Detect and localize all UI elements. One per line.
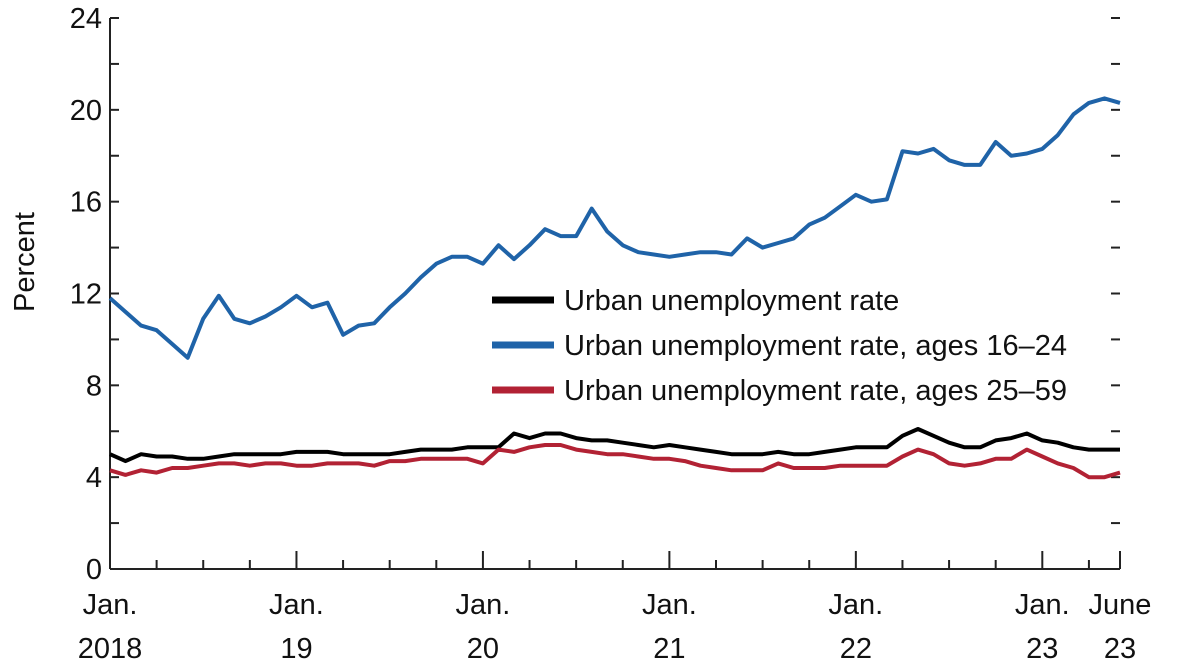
legend-label: Urban unemployment rate, ages 16–24	[564, 330, 1067, 362]
y-axis-title: Percent	[9, 212, 41, 312]
x-tick-label-line2: 20	[467, 633, 499, 665]
x-ticks: Jan. 2018 Jan. 19 Jan. 20 Jan. 21 Jan. 22 Jan. 23 Ju…	[78, 551, 1152, 665]
x-tick-label-line2: 23	[1026, 633, 1058, 665]
series-line-ages-16-24	[108, 96, 1121, 360]
legend-item-ages-16-24: Urban unemployment rate, ages 16–24	[492, 330, 1067, 362]
x-tick-label-line1: Jan.	[83, 589, 138, 621]
x-tick-label-line2: 23	[1104, 633, 1136, 665]
y-tick-label: 20	[70, 95, 102, 127]
x-tick-label-line1: Jan.	[269, 589, 324, 621]
series-line-ages-25-59	[109, 443, 1121, 480]
x-tick-label-line1: Jan.	[1015, 589, 1070, 621]
x-tick-label-line2: 21	[653, 633, 685, 665]
x-tick-label-line1: Jan.	[828, 589, 883, 621]
y-ticks: 0 4 8 12 16 20 24	[70, 3, 1120, 586]
series-lines	[108, 96, 1121, 480]
y-tick-label: 8	[86, 370, 102, 402]
series-line-urban	[109, 427, 1120, 464]
x-tick-label-line2: 22	[840, 633, 872, 665]
x-tick-label-line1: Jan.	[642, 589, 697, 621]
legend-label: Urban unemployment rate	[564, 285, 899, 317]
legend: Urban unemployment rate Urban unemploymen…	[492, 285, 1067, 407]
y-tick-label: 16	[70, 187, 102, 219]
x-tick-label-line1: June	[1089, 589, 1152, 621]
y-tick-label: 12	[70, 279, 102, 311]
legend-item-urban: Urban unemployment rate	[492, 285, 899, 317]
x-tick-label-line2: 19	[280, 633, 312, 665]
x-tick-label-line2: 2018	[78, 633, 143, 665]
x-tick-label-line1: Jan.	[456, 589, 511, 621]
y-tick-label: 0	[86, 554, 102, 586]
legend-label: Urban unemployment rate, ages 25–59	[564, 375, 1067, 407]
y-tick-label: 4	[86, 462, 102, 494]
y-tick-label: 24	[70, 3, 102, 35]
legend-item-ages-25-59: Urban unemployment rate, ages 25–59	[492, 375, 1067, 407]
